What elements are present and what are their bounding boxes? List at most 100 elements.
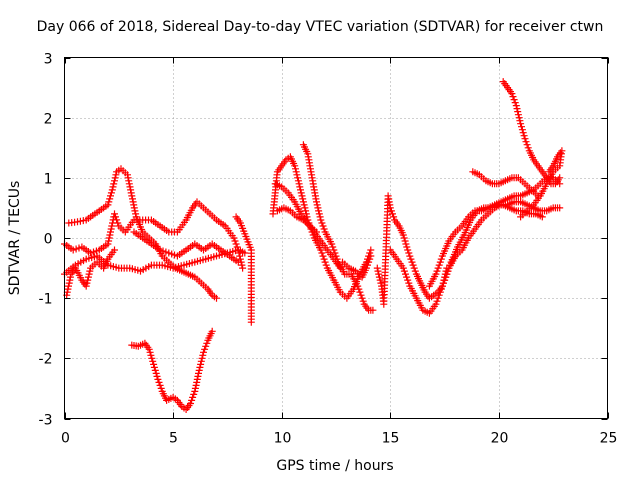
data-point bbox=[316, 213, 324, 221]
data-point bbox=[511, 99, 519, 107]
data-point bbox=[319, 252, 327, 260]
data-point bbox=[198, 354, 206, 362]
y-axis-label: SDTVAR / TECUs bbox=[7, 181, 23, 296]
data-point bbox=[435, 261, 443, 269]
data-point bbox=[376, 276, 384, 284]
data-point bbox=[238, 261, 246, 269]
data-point bbox=[556, 204, 564, 212]
y-tick-labels: -3 -2 -1 0 1 2 3 bbox=[39, 52, 53, 429]
data-point bbox=[446, 261, 454, 269]
data-point bbox=[374, 267, 382, 275]
data-point bbox=[320, 225, 328, 233]
series-track-11 bbox=[299, 141, 377, 314]
axis-ticks bbox=[64, 57, 609, 420]
data-point bbox=[85, 270, 93, 278]
data-point bbox=[521, 135, 529, 143]
data-point bbox=[410, 264, 418, 272]
data-point bbox=[434, 264, 442, 272]
data-point bbox=[111, 210, 118, 218]
data-point bbox=[152, 369, 160, 377]
data-point bbox=[294, 174, 302, 182]
data-point bbox=[514, 108, 522, 116]
data-point bbox=[128, 192, 136, 200]
data-point bbox=[330, 246, 338, 254]
data-point bbox=[358, 294, 366, 302]
data-point bbox=[299, 195, 307, 203]
data-point bbox=[150, 363, 158, 371]
x-tick-label: 10 bbox=[274, 431, 292, 447]
data-point bbox=[433, 267, 441, 275]
x-tick-label: 20 bbox=[491, 431, 509, 447]
data-point bbox=[329, 243, 337, 251]
data-point bbox=[84, 276, 92, 284]
data-point bbox=[433, 297, 441, 305]
data-point bbox=[377, 279, 385, 287]
data-point bbox=[516, 117, 524, 125]
data-point bbox=[444, 267, 452, 275]
data-point bbox=[315, 210, 323, 218]
series-track-10 bbox=[273, 204, 320, 236]
data-point bbox=[556, 174, 564, 182]
y-tick-label: 0 bbox=[44, 232, 53, 248]
grid-lines bbox=[64, 57, 608, 419]
data-point bbox=[366, 249, 374, 257]
data-point bbox=[389, 210, 396, 218]
data-point bbox=[513, 105, 521, 113]
data-point bbox=[509, 93, 517, 101]
series-track-06 bbox=[128, 327, 216, 413]
data-point bbox=[107, 192, 114, 200]
data-point bbox=[239, 264, 247, 272]
data-point bbox=[106, 195, 114, 203]
data-point bbox=[523, 141, 531, 149]
data-point bbox=[190, 390, 198, 398]
data-point bbox=[408, 258, 416, 266]
data-point bbox=[400, 267, 408, 275]
series-track-02 bbox=[65, 165, 220, 302]
data-point bbox=[512, 102, 520, 110]
data-point bbox=[328, 240, 336, 248]
data-point bbox=[230, 234, 238, 242]
data-point bbox=[518, 126, 526, 134]
data-point bbox=[197, 360, 205, 368]
data-point bbox=[86, 267, 94, 275]
data-point bbox=[189, 393, 197, 401]
data-point bbox=[293, 171, 301, 179]
data-point bbox=[154, 375, 162, 383]
data-point bbox=[111, 246, 118, 254]
data-point bbox=[301, 204, 309, 212]
data-point bbox=[364, 261, 371, 269]
data-point bbox=[515, 114, 523, 122]
data-point bbox=[318, 219, 326, 227]
data-point bbox=[315, 207, 323, 215]
data-point bbox=[432, 270, 440, 278]
data-point bbox=[387, 207, 395, 215]
data-point bbox=[297, 186, 304, 194]
data-point bbox=[241, 249, 249, 257]
data-point bbox=[403, 243, 411, 251]
series-track-07 bbox=[232, 213, 255, 326]
data-point bbox=[375, 273, 383, 281]
data-point bbox=[188, 396, 196, 404]
data-point bbox=[84, 273, 92, 281]
data-point bbox=[333, 255, 341, 263]
data-point bbox=[109, 183, 117, 191]
data-point bbox=[403, 273, 411, 281]
data-point bbox=[441, 276, 449, 284]
data-point bbox=[405, 279, 413, 287]
data-point bbox=[105, 198, 113, 206]
data-point bbox=[295, 180, 303, 188]
series-track-19 bbox=[517, 147, 566, 221]
data-point bbox=[65, 279, 73, 287]
data-point bbox=[111, 177, 118, 185]
data-point bbox=[234, 258, 242, 266]
data-point bbox=[82, 282, 90, 290]
chart-title: Day 066 of 2018, Sidereal Day-to-day VTE… bbox=[37, 19, 604, 35]
data-point bbox=[236, 252, 244, 260]
data-point bbox=[443, 270, 451, 278]
data-point bbox=[300, 201, 308, 209]
data-point bbox=[508, 90, 516, 98]
data-point bbox=[436, 288, 444, 296]
data-point bbox=[131, 207, 139, 215]
data-point bbox=[404, 246, 412, 254]
